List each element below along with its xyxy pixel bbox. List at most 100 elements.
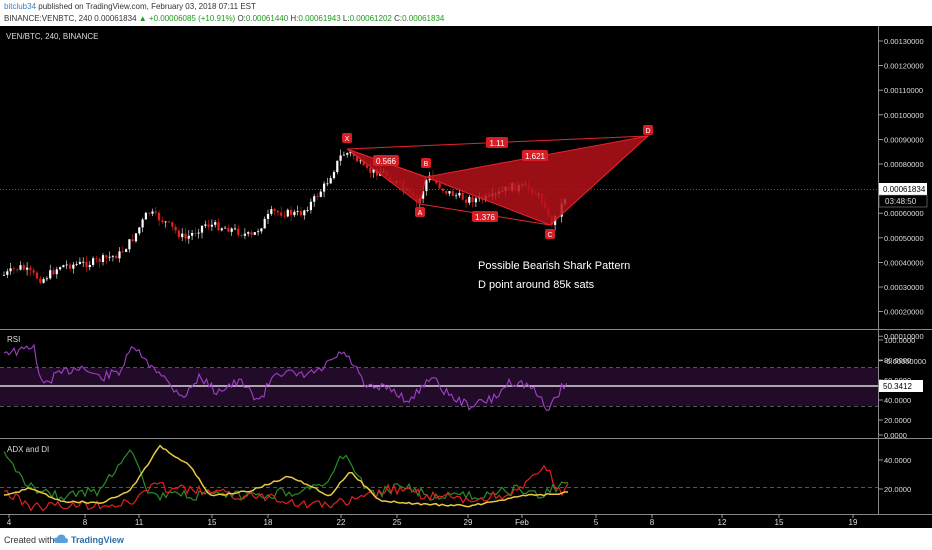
candle-body bbox=[121, 251, 124, 253]
candle-body bbox=[197, 232, 200, 234]
candle-body bbox=[316, 196, 319, 197]
point-b-box bbox=[421, 158, 431, 168]
symbol-label: BINANCE:VENBTC, 240 bbox=[4, 14, 93, 23]
candle-body bbox=[455, 195, 458, 197]
price-tick-label: -0.00000000 bbox=[884, 357, 926, 366]
author-link[interactable]: bitclub34 bbox=[4, 2, 37, 11]
price-tick-label: 0.00030000 bbox=[884, 283, 924, 292]
high-label: H: bbox=[290, 14, 299, 23]
candle-body bbox=[323, 183, 326, 192]
ratio-box-ac bbox=[472, 211, 498, 222]
up-arrow-icon: ▲ bbox=[138, 14, 147, 23]
candle-body bbox=[191, 233, 194, 236]
candle-body bbox=[342, 154, 345, 156]
time-tick-label: 5 bbox=[594, 518, 599, 527]
point-x-box bbox=[342, 133, 352, 143]
candle-body bbox=[346, 153, 349, 155]
candle-body bbox=[461, 192, 464, 200]
footer: Created with TradingView bbox=[0, 528, 932, 550]
adx-tick-label: 20.0000 bbox=[884, 485, 911, 494]
annotation-pattern[interactable]: Possible Bearish Shark Pattern bbox=[478, 260, 630, 272]
rsi-tick-label: 40.0000 bbox=[884, 396, 911, 405]
adx-label: ADX and DI bbox=[7, 445, 49, 454]
time-tick-label: Feb bbox=[515, 518, 529, 527]
price-tick-label: 0.00050000 bbox=[884, 234, 924, 243]
candle-body bbox=[111, 255, 114, 257]
candle-body bbox=[174, 226, 177, 231]
candle-body bbox=[204, 224, 207, 226]
candle-body bbox=[45, 278, 48, 280]
candle-body bbox=[154, 211, 157, 213]
last-price: 0.00061834 bbox=[94, 14, 137, 23]
high-value: 0.00061943 bbox=[298, 14, 341, 23]
candle-body bbox=[356, 156, 359, 162]
candle-body bbox=[95, 258, 98, 260]
candle-body bbox=[359, 160, 362, 162]
candle-body bbox=[177, 230, 180, 238]
candle-body bbox=[441, 188, 444, 191]
candle-body bbox=[217, 222, 220, 231]
current-price-tag bbox=[879, 183, 927, 195]
price-tick-label: 0.00060000 bbox=[884, 209, 924, 218]
candle-body bbox=[326, 183, 329, 185]
publish-info: published on TradingView.com, February 0… bbox=[36, 2, 256, 11]
annotation-d-point[interactable]: D point around 85k sats bbox=[478, 279, 595, 291]
candle-body bbox=[59, 267, 62, 270]
chart-canvas[interactable]: VEN/BTC, 240, BINANCE 0.566 1.11 1.621 1… bbox=[0, 26, 932, 528]
candle-body bbox=[313, 196, 316, 202]
ratio-box-bd bbox=[522, 150, 548, 161]
time-tick-label: 4 bbox=[7, 518, 12, 527]
candle-body bbox=[276, 210, 279, 213]
candle-body bbox=[181, 233, 184, 238]
time-axis[interactable]: 4 8 11 15 18 22 25 29 Feb 5 8 12 15 19 bbox=[7, 514, 858, 527]
tradingview-brand-link[interactable]: TradingView bbox=[71, 535, 124, 545]
candle-body bbox=[161, 220, 164, 223]
point-a: A bbox=[418, 210, 423, 217]
candle-body bbox=[98, 258, 101, 262]
ratio-bd: 1.621 bbox=[525, 152, 546, 161]
rsi-label: RSI bbox=[7, 335, 20, 344]
rsi-band bbox=[0, 368, 878, 406]
time-tick-label: 11 bbox=[135, 518, 144, 527]
price-tick-label: 0.00010000 bbox=[884, 332, 924, 341]
candle-body bbox=[260, 228, 263, 232]
close-value: 0.00061834 bbox=[402, 14, 445, 23]
current-price-value: 0.00061834 bbox=[883, 185, 926, 194]
candle-body bbox=[92, 258, 95, 265]
candle-body bbox=[101, 255, 105, 262]
candle-body bbox=[369, 167, 372, 173]
candle-body bbox=[65, 264, 68, 266]
candle-body bbox=[214, 222, 217, 225]
candle-body bbox=[210, 224, 213, 227]
candle-body bbox=[9, 268, 12, 272]
ratio-box-xa bbox=[373, 155, 399, 166]
candle-body bbox=[52, 270, 55, 275]
price-tick-label: 0.00020000 bbox=[884, 308, 924, 317]
time-tick-label: 29 bbox=[464, 518, 473, 527]
adx-tick-label: 40.0000 bbox=[884, 456, 911, 465]
candle-body bbox=[336, 160, 339, 173]
candle-body bbox=[263, 218, 266, 229]
candle-body bbox=[309, 201, 312, 211]
tradingview-cloud-icon bbox=[54, 534, 68, 543]
candle-body bbox=[362, 160, 365, 166]
candle-body bbox=[35, 272, 39, 279]
candle-body bbox=[6, 271, 9, 275]
candle-body bbox=[125, 249, 128, 252]
rsi-current-value: 50.3412 bbox=[883, 382, 912, 391]
low-label: L: bbox=[342, 14, 350, 23]
chart-title: VEN/BTC, 240, BINANCE bbox=[6, 32, 98, 41]
candle-body bbox=[141, 219, 144, 228]
candle-body bbox=[167, 221, 171, 223]
publish-line: bitclub34 published on TradingView.com, … bbox=[4, 2, 256, 11]
adx-pane[interactable]: ADX and DI 40.0000 20.0000 bbox=[0, 444, 911, 512]
candle-body bbox=[464, 199, 468, 203]
candle-body bbox=[468, 196, 471, 203]
time-tick-label: 22 bbox=[337, 518, 346, 527]
price-pane[interactable]: VEN/BTC, 240, BINANCE 0.566 1.11 1.621 1… bbox=[0, 32, 878, 291]
price-tick-label: 0.00130000 bbox=[884, 37, 924, 46]
shark-pattern-drawing[interactable]: 0.566 1.11 1.621 1.376 X A B C D bbox=[342, 125, 653, 239]
rsi-pane[interactable]: RSI 100.000080.000060.000040.000020.0000… bbox=[0, 335, 923, 440]
chart-background bbox=[0, 26, 932, 528]
adx-line bbox=[3, 444, 568, 508]
